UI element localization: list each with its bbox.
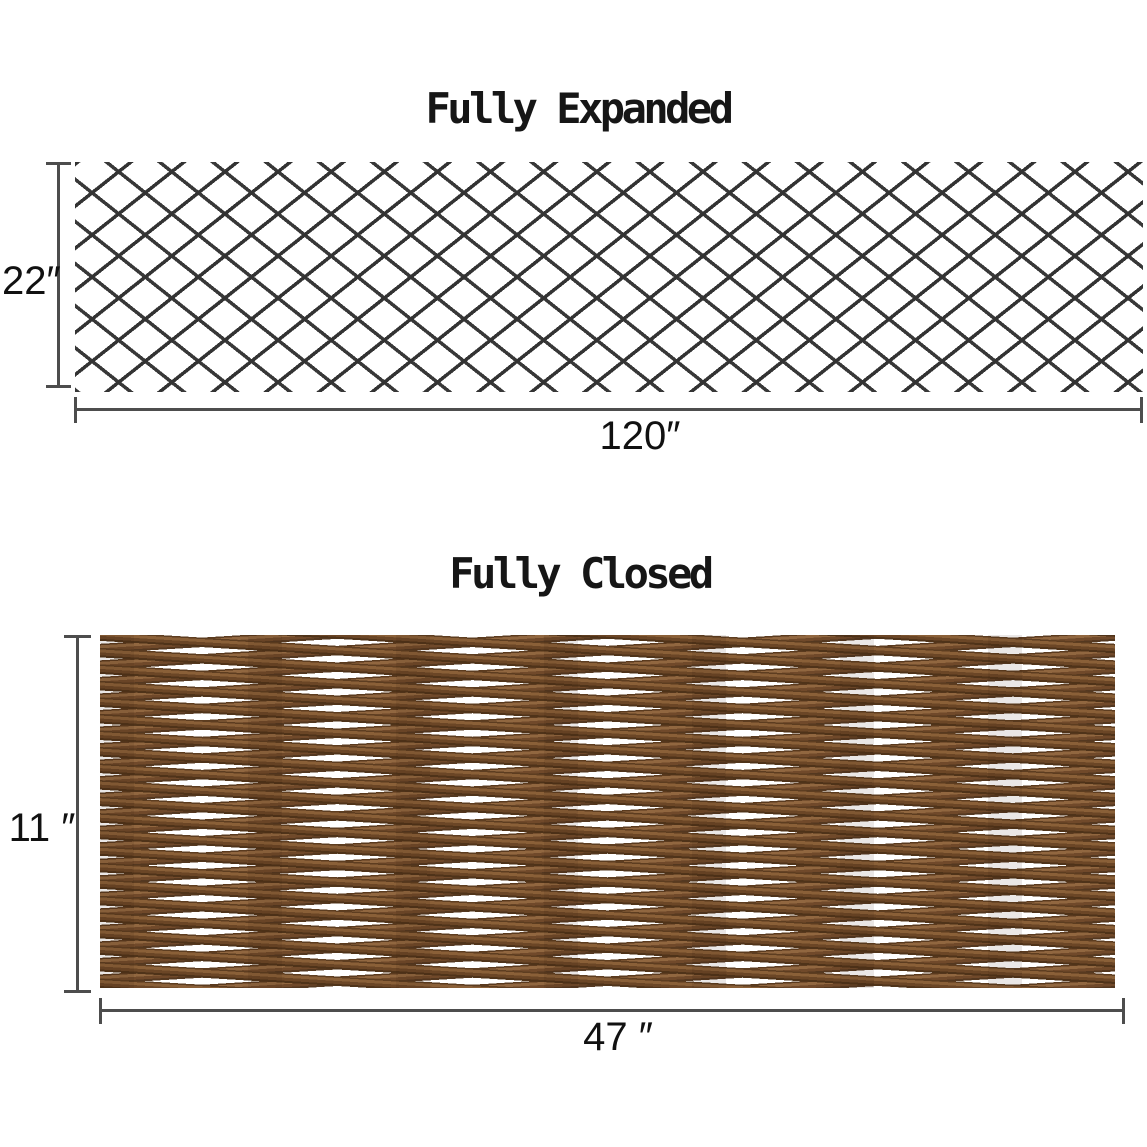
- expanded-width-dimension-cap-right: [1140, 397, 1143, 423]
- closed-height-dimension-cap-top: [64, 635, 91, 638]
- expanded-height-label: 22″: [2, 259, 61, 303]
- closed-height-dimension-cap-bottom: [64, 990, 91, 993]
- expanded-width-dimension-cap-left: [74, 397, 77, 423]
- expanded-height-dimension-cap-top: [46, 162, 71, 165]
- expanded-trellis-lattice-image: [75, 162, 1143, 392]
- expanded-section-title: Fully Expanded: [425, 84, 734, 133]
- closed-height-label: 11 ″: [8, 806, 76, 850]
- closed-width-label: 47 ″: [583, 1015, 653, 1059]
- closed-width-dimension-line: [100, 1009, 1125, 1012]
- expanded-width-dimension-line: [75, 408, 1143, 411]
- expanded-height-dimension-line: [57, 163, 60, 388]
- closed-width-dimension-cap-right: [1122, 998, 1125, 1024]
- expanded-width-label: 120″: [599, 414, 681, 458]
- closed-height-dimension-line: [76, 636, 79, 992]
- expanded-height-dimension-cap-bottom: [46, 385, 71, 388]
- closed-trellis-woven-willow-image: [100, 635, 1115, 988]
- closed-section-title: Fully Closed: [449, 549, 714, 598]
- closed-width-dimension-cap-left: [99, 998, 102, 1024]
